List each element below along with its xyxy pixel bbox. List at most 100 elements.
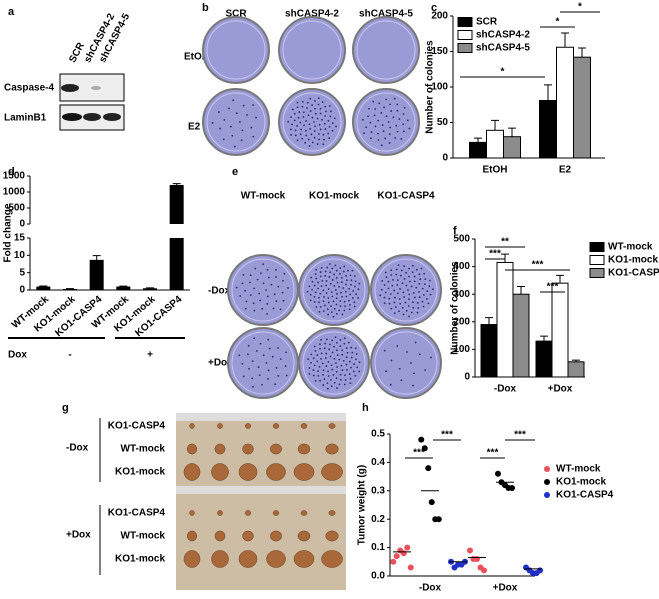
dot [495, 470, 501, 477]
colony [354, 280, 357, 283]
colony [318, 365, 321, 368]
error-bar [556, 274, 564, 284]
colony [405, 284, 408, 287]
colony [353, 305, 356, 308]
colony [267, 378, 269, 380]
colony [365, 126, 367, 129]
dot [421, 445, 428, 452]
colony [318, 138, 320, 141]
colony [338, 309, 341, 312]
colony [258, 374, 261, 377]
colony [304, 141, 307, 144]
y-tick-label: 100 [431, 82, 448, 93]
colony [261, 307, 264, 310]
colony [287, 120, 290, 123]
colony [308, 373, 311, 375]
colony [343, 337, 346, 340]
colony [336, 292, 338, 295]
panel-letter: e [232, 166, 238, 178]
colony [313, 136, 316, 139]
colony [399, 302, 402, 305]
colony [293, 119, 296, 122]
colony [294, 129, 297, 132]
colony [327, 370, 329, 373]
colony [418, 296, 421, 299]
plate-rim [282, 20, 342, 80]
colony [349, 293, 352, 296]
colony [394, 137, 397, 139]
colony [252, 135, 255, 138]
colony [325, 365, 328, 368]
colony [339, 273, 341, 275]
colony [347, 341, 350, 344]
error-bar [501, 253, 509, 263]
colony [356, 366, 359, 369]
colony [244, 307, 247, 310]
colony [409, 280, 411, 283]
colony [291, 123, 293, 126]
colony [325, 280, 328, 282]
colony [251, 360, 254, 363]
colony [265, 289, 267, 291]
significance-label: *** [514, 430, 526, 441]
colony [420, 267, 423, 270]
colony [319, 292, 322, 295]
significance-label: *** [547, 282, 559, 293]
colony [325, 110, 327, 113]
y-tick-label: 200 [431, 11, 448, 22]
colony [330, 291, 333, 294]
row-label: WT-mock [121, 531, 166, 542]
colony [273, 293, 276, 296]
tumor [272, 510, 280, 516]
colony [335, 377, 338, 380]
colony [412, 291, 415, 294]
colony [324, 304, 326, 307]
colony [326, 308, 329, 311]
bar [480, 324, 498, 378]
colony [275, 276, 277, 278]
colony [370, 137, 372, 140]
legend-swatch [457, 43, 473, 53]
colony [343, 342, 346, 345]
colony [384, 137, 387, 140]
colony [321, 362, 324, 365]
bar [143, 288, 157, 290]
column-label: shCASP4-2 [285, 9, 339, 20]
tumor [300, 510, 308, 516]
plate-rim [356, 92, 416, 152]
colony [314, 107, 316, 110]
colony [410, 311, 413, 314]
colony [339, 345, 342, 348]
colony [380, 144, 383, 147]
colony [419, 278, 422, 281]
colony [389, 103, 391, 106]
colony [298, 111, 301, 113]
x-group-title: Dox [8, 350, 27, 361]
colony [396, 345, 399, 347]
legend-marker [544, 466, 550, 472]
colony [421, 300, 424, 303]
colony [317, 287, 319, 290]
colony [324, 105, 327, 108]
colony [283, 272, 286, 275]
colony [239, 295, 242, 297]
colony [322, 369, 325, 372]
colony [331, 351, 334, 354]
colony [344, 379, 347, 381]
colony [330, 385, 333, 388]
legend-swatch [457, 30, 473, 40]
colony [315, 306, 318, 308]
colony [342, 287, 345, 289]
colony [249, 294, 252, 296]
tumor [328, 423, 336, 429]
colony [394, 296, 396, 299]
colony [300, 128, 303, 131]
y-tick-label: 100 [453, 344, 470, 355]
x-tick-label: +Dox [548, 384, 573, 395]
y-tick-label: 0.5 [371, 429, 385, 440]
colony [341, 313, 344, 316]
tumor [242, 443, 254, 455]
tumor [242, 530, 254, 542]
colony [327, 119, 330, 122]
plate [370, 254, 442, 326]
